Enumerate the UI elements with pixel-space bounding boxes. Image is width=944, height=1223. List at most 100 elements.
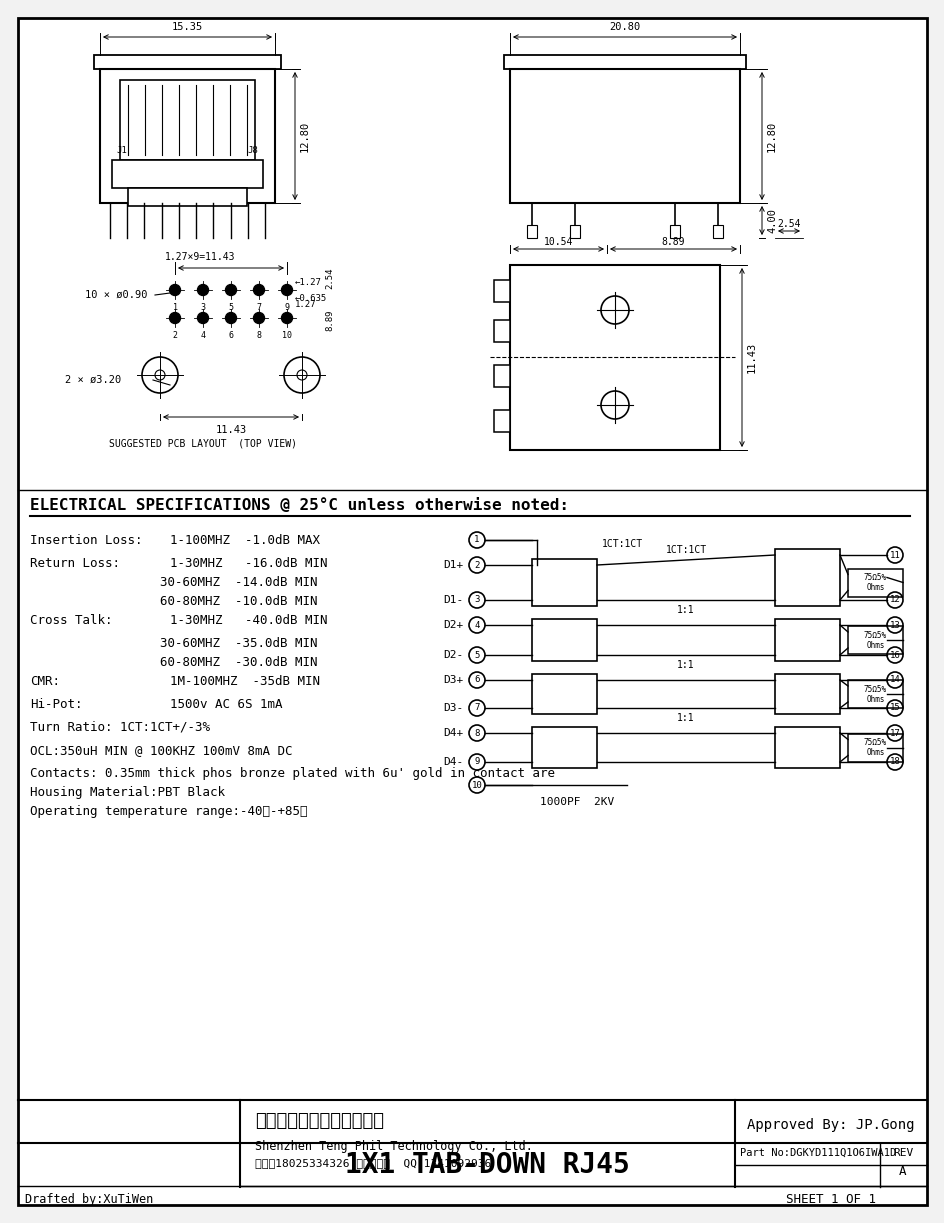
Text: Return Loss:: Return Loss: xyxy=(30,556,120,570)
Bar xyxy=(35,1108,67,1136)
Text: 7: 7 xyxy=(256,303,261,312)
Circle shape xyxy=(281,313,293,324)
Text: 11.43: 11.43 xyxy=(746,342,756,373)
Text: 17: 17 xyxy=(888,729,900,737)
Text: 18: 18 xyxy=(888,757,900,767)
Text: J1: J1 xyxy=(116,146,127,154)
Text: 1:1: 1:1 xyxy=(677,713,694,723)
Text: 1CT:1CT: 1CT:1CT xyxy=(665,545,706,555)
Bar xyxy=(531,619,597,660)
Bar xyxy=(35,1136,114,1152)
Text: 1.27×9=11.43: 1.27×9=11.43 xyxy=(165,252,235,262)
Bar xyxy=(569,225,580,238)
Text: 8: 8 xyxy=(256,331,261,340)
Text: ←0.635: ←0.635 xyxy=(295,294,327,302)
Bar xyxy=(82,1152,114,1174)
Bar xyxy=(774,619,839,660)
Text: 6: 6 xyxy=(474,675,480,685)
Text: 深圳市腾菲尔科技有限公司: 深圳市腾菲尔科技有限公司 xyxy=(255,1112,383,1130)
Text: 3: 3 xyxy=(200,303,205,312)
Text: 3: 3 xyxy=(474,596,480,604)
Text: Ohms: Ohms xyxy=(866,695,884,703)
Text: 10: 10 xyxy=(471,780,481,790)
Text: 4: 4 xyxy=(200,331,205,340)
Text: 2.54: 2.54 xyxy=(325,268,333,289)
Bar xyxy=(847,734,902,762)
Text: 1:1: 1:1 xyxy=(677,605,694,615)
Text: 5: 5 xyxy=(228,303,233,312)
Text: 5: 5 xyxy=(474,651,480,659)
Text: 6: 6 xyxy=(228,331,233,340)
Bar xyxy=(847,680,902,708)
Bar xyxy=(57,1137,92,1166)
Text: 15: 15 xyxy=(888,703,900,713)
Text: 30-60MHZ  -14.0dB MIN: 30-60MHZ -14.0dB MIN xyxy=(160,576,317,589)
Text: 9: 9 xyxy=(284,303,289,312)
Text: SUGGESTED PCB LAYOUT  (TOP VIEW): SUGGESTED PCB LAYOUT (TOP VIEW) xyxy=(109,438,296,448)
Bar xyxy=(527,225,536,238)
Bar xyxy=(93,55,280,68)
Text: 60-80MHZ  -10.0dB MIN: 60-80MHZ -10.0dB MIN xyxy=(160,596,317,608)
Circle shape xyxy=(197,313,209,324)
Bar xyxy=(847,626,902,654)
Text: 75Ω5%: 75Ω5% xyxy=(863,574,886,582)
Text: Contacts: 0.35mm thick phos bronze plated with 6u' gold in contact are: Contacts: 0.35mm thick phos bronze plate… xyxy=(30,767,554,780)
Text: 1-30MHZ   -40.0dB MIN: 1-30MHZ -40.0dB MIN xyxy=(170,614,328,627)
Text: Shenzhen Teng Phil Technology Co., Ltd.: Shenzhen Teng Phil Technology Co., Ltd. xyxy=(255,1140,532,1153)
Text: 7: 7 xyxy=(474,703,480,713)
Bar xyxy=(494,364,510,386)
Bar xyxy=(669,225,680,238)
Text: Approved By: JP.Gong: Approved By: JP.Gong xyxy=(747,1118,914,1132)
Text: 手机：18025334326 余贝母先生  QQ:1341092936: 手机：18025334326 余贝母先生 QQ:1341092936 xyxy=(255,1158,491,1168)
Text: 30-60MHZ  -35.0dB MIN: 30-60MHZ -35.0dB MIN xyxy=(160,637,317,649)
Text: 2: 2 xyxy=(173,331,177,340)
Text: 12: 12 xyxy=(888,596,900,604)
Text: 10: 10 xyxy=(281,331,292,340)
Bar xyxy=(510,265,719,450)
Text: 1.27: 1.27 xyxy=(295,300,316,308)
Text: 1CT:1CT: 1CT:1CT xyxy=(601,539,643,549)
Text: Turn Ratio: 1CT:1CT+/-3%: Turn Ratio: 1CT:1CT+/-3% xyxy=(30,722,210,734)
Bar xyxy=(712,225,722,238)
Text: 75Ω5%: 75Ω5% xyxy=(863,631,886,640)
Text: 20.80: 20.80 xyxy=(609,22,640,32)
Text: 1X1 TAB-DOWN RJ45: 1X1 TAB-DOWN RJ45 xyxy=(345,1151,630,1179)
Bar xyxy=(127,188,246,205)
Text: 15.35: 15.35 xyxy=(172,22,203,32)
Bar xyxy=(494,320,510,342)
Text: 11: 11 xyxy=(888,550,900,559)
Text: 12.80: 12.80 xyxy=(767,120,776,152)
Circle shape xyxy=(169,285,180,296)
Circle shape xyxy=(226,313,236,324)
Text: 12.80: 12.80 xyxy=(299,120,310,152)
Text: 14: 14 xyxy=(888,675,900,685)
Text: 1: 1 xyxy=(474,536,480,544)
Text: 4: 4 xyxy=(474,620,480,630)
Text: 1: 1 xyxy=(173,303,177,312)
Text: Hi-Pot:: Hi-Pot: xyxy=(30,698,82,711)
Text: 1:1: 1:1 xyxy=(677,660,694,670)
Text: Cross Talk:: Cross Talk: xyxy=(30,614,112,627)
Text: 9: 9 xyxy=(474,757,480,767)
Bar xyxy=(510,68,739,203)
Bar xyxy=(774,726,839,768)
Text: 2.54: 2.54 xyxy=(776,219,800,229)
Text: 10.54: 10.54 xyxy=(543,237,573,247)
Text: D3+: D3+ xyxy=(443,675,463,685)
Bar xyxy=(531,674,597,714)
Text: 60-80MHZ  -30.0dB MIN: 60-80MHZ -30.0dB MIN xyxy=(160,656,317,669)
Text: Ohms: Ohms xyxy=(866,583,884,592)
Text: 8.89: 8.89 xyxy=(661,237,684,247)
Bar xyxy=(531,559,597,607)
Text: A: A xyxy=(899,1166,906,1178)
Bar xyxy=(35,1152,67,1174)
Circle shape xyxy=(253,313,264,324)
Text: Drafted by:XuTiWen: Drafted by:XuTiWen xyxy=(25,1192,153,1206)
Text: 1-100MHZ  -1.0dB MAX: 1-100MHZ -1.0dB MAX xyxy=(170,534,320,547)
Text: Housing Material:PBT Black: Housing Material:PBT Black xyxy=(30,786,225,799)
Text: 75Ω5%: 75Ω5% xyxy=(863,685,886,693)
Text: ELECTRICAL SPECIFICATIONS @ 25°C unless otherwise noted:: ELECTRICAL SPECIFICATIONS @ 25°C unless … xyxy=(30,499,568,514)
Text: 8: 8 xyxy=(474,729,480,737)
Text: 1-30MHZ   -16.0dB MIN: 1-30MHZ -16.0dB MIN xyxy=(170,556,328,570)
Text: 13: 13 xyxy=(888,620,900,630)
